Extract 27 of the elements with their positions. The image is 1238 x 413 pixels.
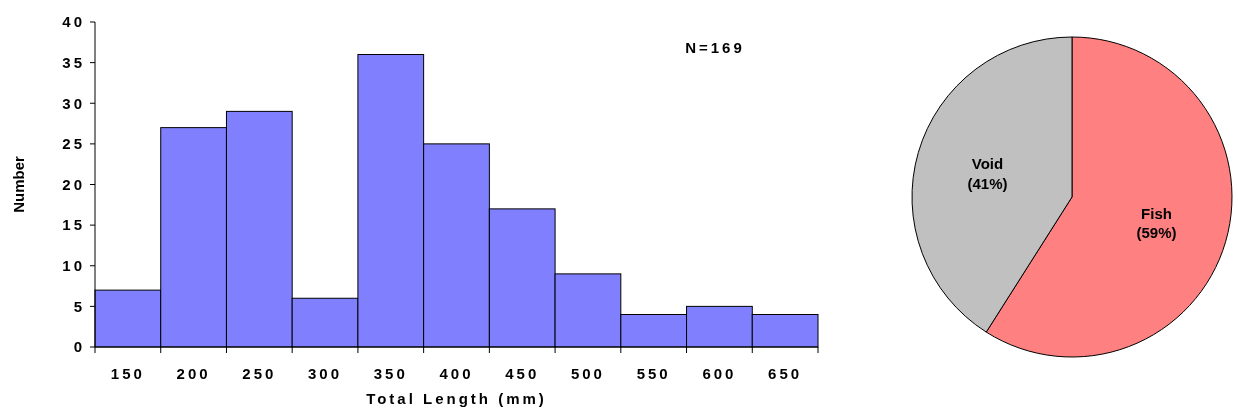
y-tick-label: 10	[62, 257, 85, 274]
x-tick-label: 250	[242, 365, 277, 382]
data-label: (41%)	[967, 174, 1008, 192]
y-tick-label: 25	[62, 135, 85, 153]
x-tick-label: 300	[308, 365, 343, 382]
data-label: (59%)	[1136, 224, 1177, 242]
y-tick-label: 40	[62, 13, 85, 31]
y-tick-label: 20	[62, 175, 85, 193]
y-tick-label: 5	[73, 297, 85, 315]
y-tick-label: 35	[62, 53, 85, 71]
y-axis-title: Number	[10, 156, 27, 213]
annotation: N=169	[685, 39, 745, 56]
slice-label: Void	[971, 155, 1004, 173]
y-tick-label: 0	[73, 338, 85, 356]
x-tick-label: 350	[373, 365, 408, 382]
x-tick-label: 550	[636, 365, 671, 382]
y-tick-label: 15	[62, 216, 85, 234]
x-tick-label: 500	[570, 365, 605, 382]
x-tick-label: 600	[702, 365, 737, 382]
y-tick-label: 30	[62, 94, 85, 112]
x-tick-label: 400	[439, 365, 474, 382]
slice-label: Fish	[1141, 204, 1172, 222]
x-tick-label: 200	[176, 365, 211, 382]
x-axis-title: Total Length (mm)	[366, 390, 547, 407]
x-tick-label: 650	[768, 365, 803, 382]
x-tick-label: 150	[110, 365, 145, 382]
x-tick-label: 450	[505, 365, 540, 382]
